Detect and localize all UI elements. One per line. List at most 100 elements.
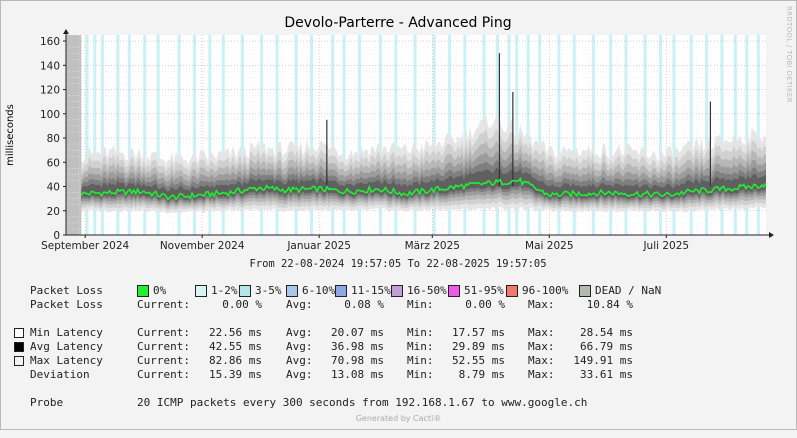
avg-label: Avg:: [286, 354, 313, 367]
loss-marker: [394, 35, 398, 235]
x-tick-label: Januar 2025: [286, 240, 351, 252]
dead-period-area: [66, 35, 82, 235]
min-label: Min:: [407, 340, 434, 353]
y-tick-label: 100: [40, 109, 60, 121]
loss-marker: [93, 35, 97, 235]
max-value: 33.61 ms: [580, 368, 633, 381]
max-label: Max:: [528, 354, 555, 367]
loss-swatch: [506, 285, 518, 297]
loss-marker: [463, 35, 467, 235]
current-value: 22.56 ms: [209, 326, 262, 339]
min-label: Min:: [407, 326, 434, 339]
avg-latency-line: [80, 176, 767, 201]
max-value: 28.54 ms: [580, 326, 633, 339]
loss-marker: [705, 35, 709, 235]
loss-marker: [526, 35, 530, 235]
avg-label: Avg:: [286, 298, 313, 311]
min-value: 29.89 ms: [452, 340, 505, 353]
rrdtool-credit: RRDTOOL / TOBI OETIKER: [785, 6, 793, 103]
min-value: 17.57 ms: [452, 326, 505, 339]
min-label: Min:: [407, 368, 434, 381]
latency-chart: Devolo-Parterre - Advanced Ping millisec…: [5, 15, 774, 270]
max-value: 10.84 %: [586, 298, 633, 311]
min-value: 8.79 ms: [458, 368, 505, 381]
loss-marker: [643, 35, 647, 235]
loss-swatch: [579, 285, 591, 297]
current-value: 15.39 ms: [209, 368, 262, 381]
y-tick-label: 60: [47, 157, 60, 169]
x-tick-label: November 2024: [160, 240, 245, 252]
avg-value: 70.98 ms: [331, 354, 384, 367]
x-tick-label: Juli 2025: [642, 240, 689, 252]
avg-value: 20.07 ms: [331, 326, 384, 339]
loss-marker: [756, 35, 760, 235]
y-tick-label: 120: [40, 85, 60, 97]
loss-marker: [192, 35, 196, 235]
x-tick-label: März 2025: [405, 240, 460, 252]
loss-marker: [116, 35, 120, 235]
loss-marker: [538, 35, 542, 235]
avg-label: Avg:: [286, 368, 313, 381]
probe-label: Probe: [30, 396, 64, 409]
stats-row: Packet Loss Current: 0.00 % Avg: 0.08 % Min: 0…: [0, 298, 797, 312]
loss-marker: [294, 35, 298, 235]
min-label: Min:: [407, 298, 434, 311]
current-value: 0.00 %: [222, 298, 262, 311]
loss-category-label: 6-10%: [302, 284, 336, 297]
stats-row: Max Latency Current: 82.86 ms Avg: 70.98 ms M…: [0, 354, 797, 368]
loss-swatch: [391, 285, 403, 297]
plot-area: 0 20 40 60 80 100 120 140 160 September 2024 Novem…: [40, 29, 774, 252]
max-label: Max:: [528, 368, 555, 381]
loss-category-label: 0%: [153, 284, 167, 297]
loss-marker: [689, 35, 693, 235]
current-label: Current:: [137, 354, 190, 367]
loss-category-label: 3-5%: [255, 284, 282, 297]
current-label: Current:: [137, 340, 190, 353]
loss-swatch: [137, 285, 149, 297]
packet-loss-label: Packet Loss: [30, 284, 103, 297]
min-value: 52.55 ms: [452, 354, 505, 367]
y-axis-label: milliseconds: [5, 104, 16, 166]
loss-marker: [672, 35, 676, 235]
stat-label: Avg Latency: [30, 340, 103, 353]
x-axis-arrow: [769, 232, 774, 238]
loss-marker: [342, 35, 346, 235]
loss-marker: [240, 35, 244, 235]
y-tick-label: 40: [47, 182, 60, 194]
loss-marker: [275, 35, 279, 235]
stats-row: Avg Latency Current: 42.55 ms Avg: 36.98 ms M…: [0, 340, 797, 354]
max-label: Max:: [528, 326, 555, 339]
stat-label: Packet Loss: [30, 298, 103, 311]
loss-marker: [379, 35, 383, 235]
period-text: From 22-08-2024 19:57:05 To 22-08-2025 1…: [249, 258, 546, 270]
avg-value: 0.08 %: [344, 298, 384, 311]
stat-color-box: [14, 356, 24, 366]
stat-label: Max Latency: [30, 354, 103, 367]
y-tick-label: 80: [47, 133, 60, 145]
loss-swatch: [448, 285, 460, 297]
loss-marker: [720, 35, 724, 235]
stat-label: Deviation: [30, 368, 90, 381]
chart-title: Devolo-Parterre - Advanced Ping: [284, 15, 511, 31]
loss-category-label: 96-100%: [522, 284, 569, 297]
max-label: Max:: [528, 340, 555, 353]
y-tick-label: 160: [40, 36, 60, 48]
loss-marker: [515, 35, 519, 235]
y-tick-label: 0: [53, 230, 60, 242]
current-label: Current:: [137, 326, 190, 339]
loss-marker: [85, 35, 89, 235]
loss-category-label: 16-50%: [407, 284, 447, 297]
avg-value: 36.98 ms: [331, 340, 384, 353]
probe-row: Probe 20 ICMP packets every 300 seconds …: [30, 396, 587, 410]
loss-marker: [143, 35, 147, 235]
x-tick-label: Mai 2025: [525, 240, 573, 252]
max-label: Max:: [528, 298, 555, 311]
current-label: Current:: [137, 368, 190, 381]
loss-legend-row: Packet Loss 0% 1-2% 3-5% 6-10% 11-15% 16-50% 5…: [30, 284, 661, 298]
loss-category-label: 1-2%: [211, 284, 238, 297]
loss-swatch: [239, 285, 251, 297]
probe-text: 20 ICMP packets every 300 seconds from 1…: [137, 396, 588, 409]
loss-category-label: 51-95%: [464, 284, 504, 297]
y-axis-arrow: [63, 29, 69, 34]
min-value: 0.00 %: [465, 298, 505, 311]
